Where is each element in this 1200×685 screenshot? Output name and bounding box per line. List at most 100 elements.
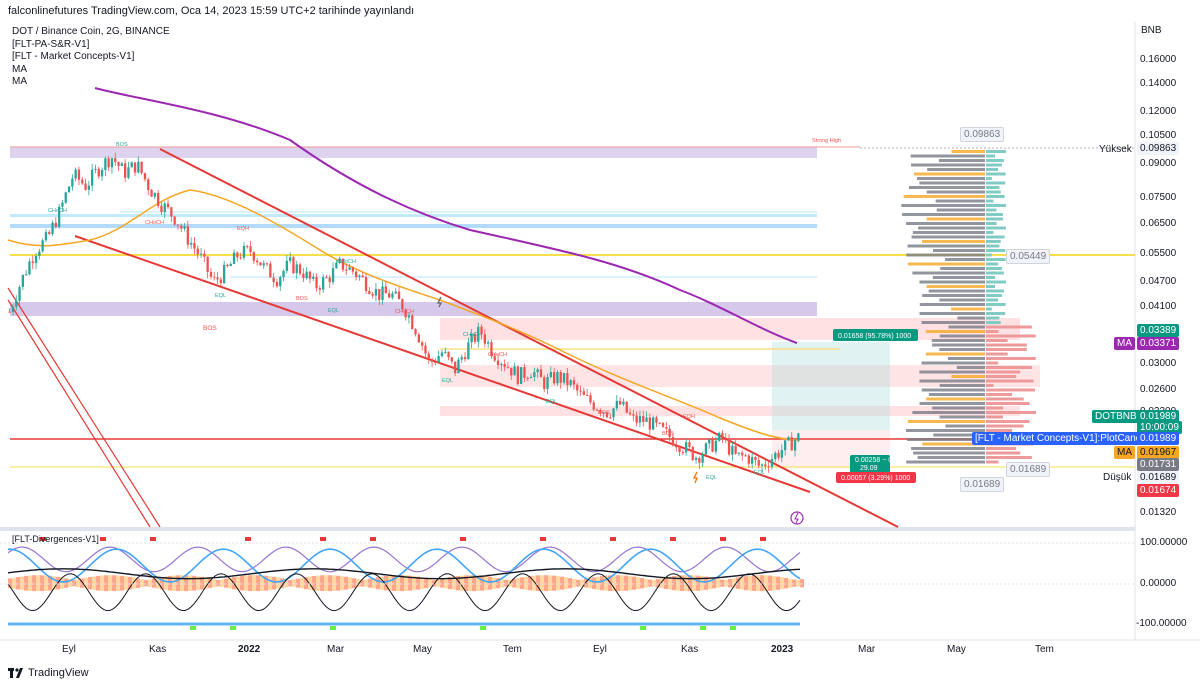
volume-bar [986,384,994,387]
osc-band [384,576,388,591]
candle-body [651,417,655,430]
candle-body [787,437,790,441]
author-name[interactable]: falconlinefutures [8,5,89,17]
osc-band [172,575,176,591]
candle-body [229,263,232,267]
candle-body [143,173,147,180]
osc-line-purple [7,546,801,573]
candle-body [87,185,91,190]
volume-bar [906,460,985,464]
volume-bar [986,456,1032,459]
osc-band [116,575,120,591]
candle-body [589,395,592,403]
candle-body [90,169,94,186]
candle-body [424,345,427,354]
candle-body [358,275,361,277]
osc-band [264,575,268,591]
volume-bar [986,150,1006,153]
osc-band [392,575,396,592]
lightning-icon[interactable] [790,511,804,525]
candle-body [38,251,41,256]
volume-bar [951,375,985,378]
osc-band [400,575,404,592]
candle-body [153,192,157,197]
osc-band [728,579,732,588]
osc-band [708,577,712,590]
candle-body [543,377,546,390]
candle-body [602,412,605,414]
channel[interactable] [7,148,899,528]
candle-body [71,178,74,187]
time-tick: Tem [1035,644,1054,655]
ma-purple-line[interactable] [94,87,798,344]
candle-body [486,342,490,344]
osc-band [732,578,736,589]
osc-band [588,578,592,589]
ma-orange-line[interactable] [7,189,801,441]
high-value: 0.09863 [1137,142,1180,155]
tradingview-logo[interactable]: TradingView [8,667,89,679]
indicator-label[interactable]: MA [12,76,27,87]
osc-band [72,580,76,587]
volume-bar [986,172,1006,176]
volume-bar [986,357,1036,360]
red-value: 0.01674 [1137,484,1180,497]
candle-body [447,351,450,358]
symbol-title[interactable]: DOT / Binance Coin, 2G, BINANCE [12,26,170,37]
indicator-label[interactable]: MA [12,63,27,75]
candle-body [668,428,671,437]
osc-band [548,575,552,592]
osc-band [356,579,360,588]
bar-countdown: 10:00:09 [1137,421,1182,434]
time-axis[interactable]: Eyl Kas 2022 Mar May Tem Eyl Kas 2023 Mar May Tem [0,641,1135,661]
indicator-label[interactable]: [FLT - Market Concepts-V1] [12,51,135,62]
oscillator-pane[interactable] [7,537,804,630]
osc-band [768,575,772,591]
osc-band [136,578,140,588]
candle-body [81,179,84,184]
candle-body [688,442,691,447]
candle-body [599,410,602,414]
osc-band [788,578,792,588]
candle-body [529,376,533,379]
candle-body [41,240,44,252]
candle-body [539,369,543,378]
osc-band [320,575,324,592]
choch-label: CHoCH [145,220,164,226]
volume-bar [986,352,1008,356]
candle-body [384,286,388,294]
candle-body [790,437,793,451]
volume-bar [928,393,985,396]
volume-bar [917,456,985,459]
osc-band [656,578,660,588]
osc-band [696,575,700,591]
osc-band [200,576,204,590]
candle-body [371,293,374,296]
osc-band [444,577,448,589]
indicator-label[interactable]: [FLT-PA-S&R-V1] [12,38,90,50]
candle-body [661,422,665,428]
divergence-flag [150,537,156,541]
candle-body [595,409,599,411]
volume-bar [986,285,995,288]
volume-bar [986,361,999,365]
osc-legend[interactable]: [FLT-Divergences-V1] [12,534,99,544]
osc-band [184,575,188,592]
osc-band [52,576,56,591]
pane-separator[interactable] [0,527,1135,531]
candles[interactable] [8,152,800,473]
price-tick: 0.14000 [1140,78,1177,90]
candle-body [44,232,48,241]
time-tick: 2022 [238,644,261,655]
volume-bar [935,199,985,203]
divergence-flag [190,626,196,630]
osc-band [504,579,508,587]
candle-body [107,158,110,168]
osc-band [744,576,748,591]
position-tool[interactable]: 0.01658 (95.78%) 1000 0.00258 − 0 29.09 … [833,329,918,483]
osc-band [312,575,316,591]
osc-tick: 100.00000 [1140,537,1188,548]
volume-bar [921,388,985,392]
volume-bar [907,438,985,441]
